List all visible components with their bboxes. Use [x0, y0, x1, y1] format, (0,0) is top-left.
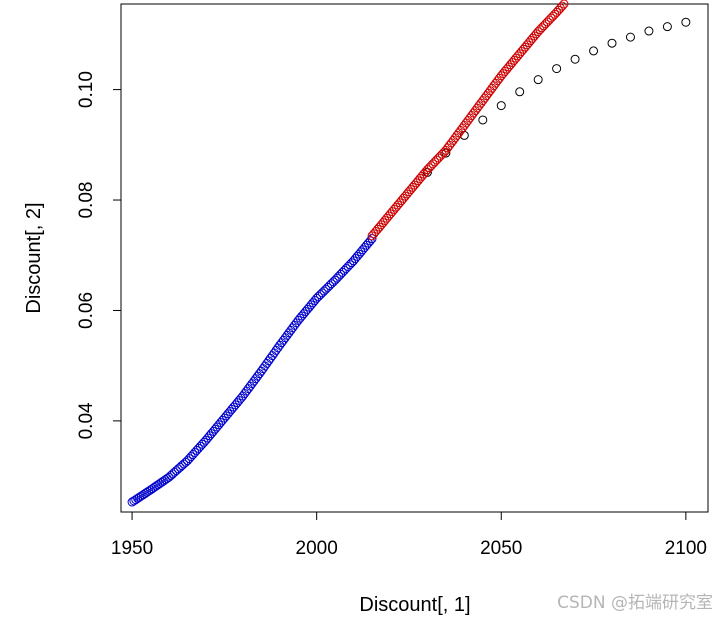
y-tick-label: 0.10	[76, 71, 97, 108]
y-tick-label: 0.06	[76, 292, 97, 329]
data-point-projected	[557, 1, 567, 11]
x-axis-label: Discount[, 1]	[359, 594, 470, 616]
data-point-original	[478, 115, 488, 125]
x-tick-label: 2100	[665, 538, 707, 559]
data-point-original	[496, 101, 506, 111]
data-point-original	[625, 32, 635, 42]
y-tick-label: 0.08	[76, 182, 97, 219]
data-point-original	[681, 17, 691, 27]
data-point-original	[589, 46, 599, 56]
data-point-original	[644, 26, 654, 36]
data-point-original	[552, 64, 562, 74]
y-axis: 0.04 0.06 0.08 0.10	[76, 71, 121, 439]
plot-frame	[120, 3, 709, 513]
data-point-original	[515, 87, 525, 97]
data-point-original	[607, 38, 617, 48]
data-points	[127, 0, 691, 507]
data-point-observed	[367, 234, 377, 244]
x-tick-label: 2000	[296, 538, 338, 559]
x-tick-label: 1950	[111, 538, 153, 559]
x-axis: 1950 2000 2050 2100	[111, 512, 707, 559]
y-tick-label: 0.04	[76, 402, 97, 439]
watermark: CSDN @拓端研究室	[557, 593, 713, 613]
data-point-original	[662, 22, 672, 32]
data-point-observed	[365, 236, 375, 246]
data-point-original	[570, 54, 580, 64]
data-point-projected	[559, 0, 569, 9]
y-axis-label: Discount[, 2]	[23, 202, 45, 313]
x-tick-label: 2050	[480, 538, 522, 559]
data-point-original	[533, 75, 543, 85]
